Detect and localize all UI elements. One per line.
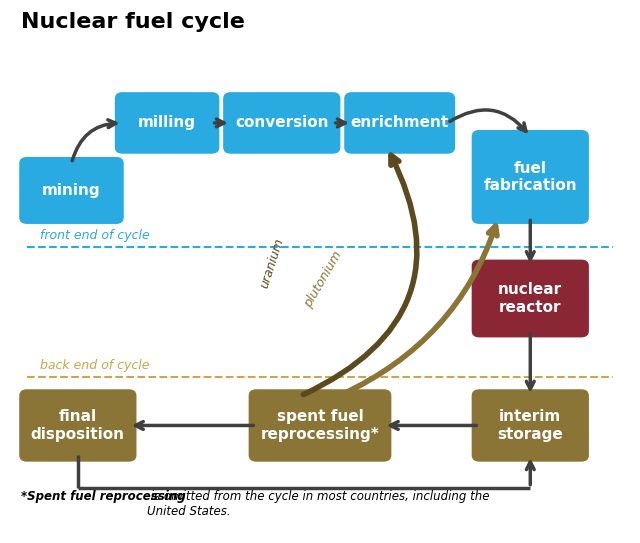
Text: enrichment: enrichment <box>351 116 449 130</box>
FancyBboxPatch shape <box>19 389 136 462</box>
Text: fuel
fabrication: fuel fabrication <box>483 161 577 193</box>
FancyArrowPatch shape <box>450 110 526 131</box>
FancyBboxPatch shape <box>115 92 220 154</box>
Text: interim
storage: interim storage <box>497 409 563 441</box>
Text: spent fuel
reprocessing*: spent fuel reprocessing* <box>260 409 380 441</box>
FancyBboxPatch shape <box>472 389 589 462</box>
Text: conversion: conversion <box>235 116 328 130</box>
Text: milling: milling <box>138 116 196 130</box>
Text: *Spent fuel reprocessing: *Spent fuel reprocessing <box>20 490 185 503</box>
Text: back end of cycle: back end of cycle <box>40 359 149 372</box>
Text: uranium: uranium <box>258 237 287 290</box>
FancyArrowPatch shape <box>342 226 497 395</box>
FancyBboxPatch shape <box>248 389 392 462</box>
FancyBboxPatch shape <box>344 92 455 154</box>
FancyArrowPatch shape <box>303 155 417 395</box>
FancyBboxPatch shape <box>472 260 589 337</box>
Text: plutonium: plutonium <box>302 249 344 310</box>
Text: Nuclear fuel cycle: Nuclear fuel cycle <box>20 12 244 32</box>
Text: front end of cycle: front end of cycle <box>40 229 149 242</box>
FancyArrowPatch shape <box>72 120 116 161</box>
FancyBboxPatch shape <box>223 92 340 154</box>
Text: is omitted from the cycle in most countries, including the
United States.: is omitted from the cycle in most countr… <box>147 490 489 518</box>
Text: nuclear
reactor: nuclear reactor <box>498 282 563 315</box>
Text: final
disposition: final disposition <box>31 409 125 441</box>
FancyBboxPatch shape <box>19 157 124 224</box>
FancyBboxPatch shape <box>472 130 589 224</box>
Text: mining: mining <box>42 183 100 198</box>
